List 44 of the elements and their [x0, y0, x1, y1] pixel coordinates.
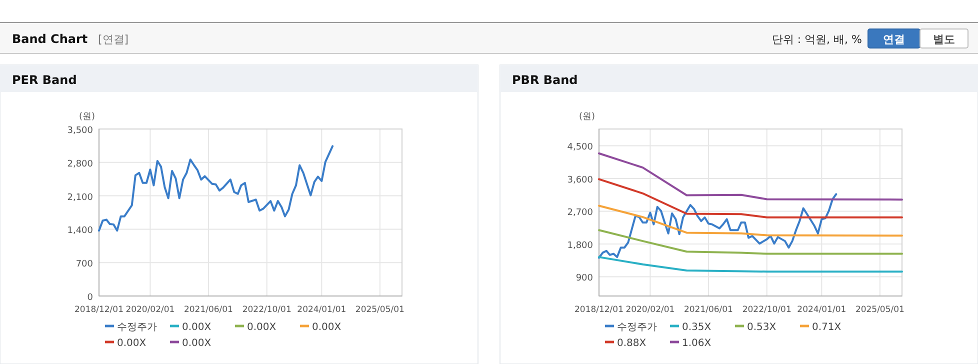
y-tick-label: 3,500 [67, 126, 94, 136]
x-tick-label: 2021/06/01 [184, 305, 233, 315]
y-tick-label: 4,500 [567, 142, 594, 153]
x-tick-label: 2025/05/01 [855, 305, 904, 315]
x-tick-label: 2020/02/01 [626, 305, 675, 315]
x-tick-label: 2020/02/01 [126, 305, 175, 315]
chart-title: PER Band [12, 73, 77, 87]
y-tick-label: 2,700 [567, 208, 594, 218]
legend-label: 0.71X [812, 322, 842, 333]
legend-label: 수정주가 [117, 322, 157, 333]
x-tick-label: 2018/12/01 [574, 305, 624, 315]
legend-label: 0.00X [312, 322, 342, 333]
legend-label: 0.00X [117, 338, 146, 349]
text: Band Chart [12, 32, 88, 46]
legend-label: 0.00X [247, 322, 276, 333]
y-tick-label: 1,800 [567, 240, 594, 251]
y-tick-label: 2,100 [67, 192, 94, 203]
legend-label: 0.88X [617, 338, 646, 349]
legend-label: 0.00X [182, 322, 212, 333]
text: 단위 : 억원, 배, % [772, 33, 862, 46]
y-tick-label: 2,800 [67, 159, 94, 170]
x-tick-label: 2018/12/01 [74, 305, 124, 315]
legend-label: 0.35X [682, 322, 712, 333]
text: 연결 [883, 33, 905, 46]
legend-label: 1.06X [682, 338, 712, 349]
x-tick-label: 2024/01/01 [797, 305, 846, 315]
y-tick-label: 900 [576, 274, 594, 284]
y-tick-label: 3,600 [567, 175, 594, 186]
chart-title: PBR Band [512, 73, 578, 87]
x-tick-label: 2022/10/01 [242, 305, 292, 315]
text: [연결] [98, 33, 129, 46]
x-tick-label: 2024/01/01 [297, 305, 346, 315]
x-tick-label: 2025/05/01 [355, 305, 404, 315]
y-axis-title: (원) [578, 112, 596, 122]
x-tick-label: 2022/10/01 [742, 305, 792, 315]
text: 별도 [933, 33, 955, 46]
y-axis-title: (원) [78, 112, 96, 122]
y-tick-label: 1,400 [67, 226, 94, 236]
legend-label: 0.00X [182, 338, 212, 349]
y-tick-label: 0 [87, 293, 94, 303]
y-tick-label: 700 [76, 260, 94, 270]
legend-label: 수정주가 [617, 322, 657, 333]
x-tick-label: 2021/06/01 [684, 305, 733, 315]
legend-label: 0.53X [747, 322, 776, 333]
